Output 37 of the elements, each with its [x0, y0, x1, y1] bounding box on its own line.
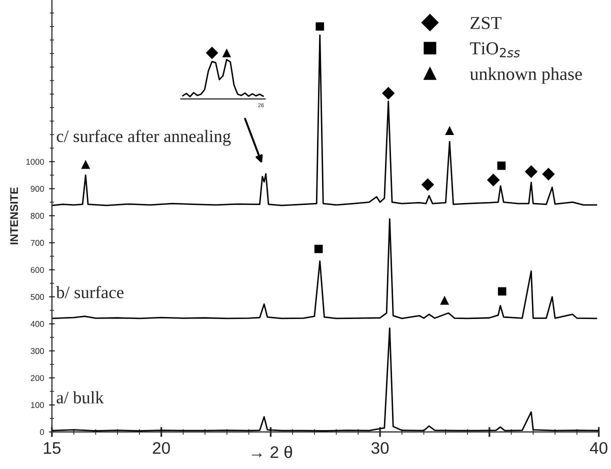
annotation: c/ surface after annealing: [56, 130, 231, 146]
legend-label: ZST: [470, 16, 502, 30]
x-tick-label: 20: [152, 442, 170, 454]
y-tick-label: 200: [30, 375, 44, 381]
x-tick-label: 30: [371, 442, 389, 454]
y-tick-label: 400: [30, 321, 44, 327]
y-tick-label: 900: [30, 186, 44, 192]
x-axis-title: → 2 θ: [252, 446, 292, 458]
x-tick-label: 40: [590, 442, 608, 454]
line-series: [52, 218, 598, 320]
point: [421, 178, 434, 191]
point: [440, 296, 450, 305]
annotation: b/ surface: [56, 286, 124, 298]
y-tick-label: 0: [40, 429, 44, 436]
y-tick-label: 700: [30, 240, 44, 246]
point: [497, 162, 506, 170]
point: [542, 168, 555, 180]
y-tick-label: 1000: [26, 158, 44, 165]
y-tick-label: 600: [30, 266, 44, 273]
point: [314, 244, 323, 254]
point: [81, 160, 90, 169]
annotation: a/ bulk: [56, 391, 104, 404]
point: [524, 165, 538, 178]
point: [382, 86, 395, 100]
line-series: [52, 34, 598, 206]
legend-label: unknown phase: [470, 67, 582, 84]
y-axis-title: INTENSITE: [10, 187, 18, 244]
x-tick-label: 15: [44, 442, 61, 454]
y-tick-label: 300: [30, 348, 44, 354]
point: [486, 174, 500, 186]
point: [316, 22, 324, 31]
y-tick-label: 100: [31, 402, 44, 408]
legend-label: TiO$_{2ss}$: [470, 42, 520, 58]
point: [498, 287, 506, 296]
y-tick-label: 800: [30, 212, 44, 219]
point: [445, 126, 454, 136]
y-tick-label: 500: [30, 294, 44, 300]
